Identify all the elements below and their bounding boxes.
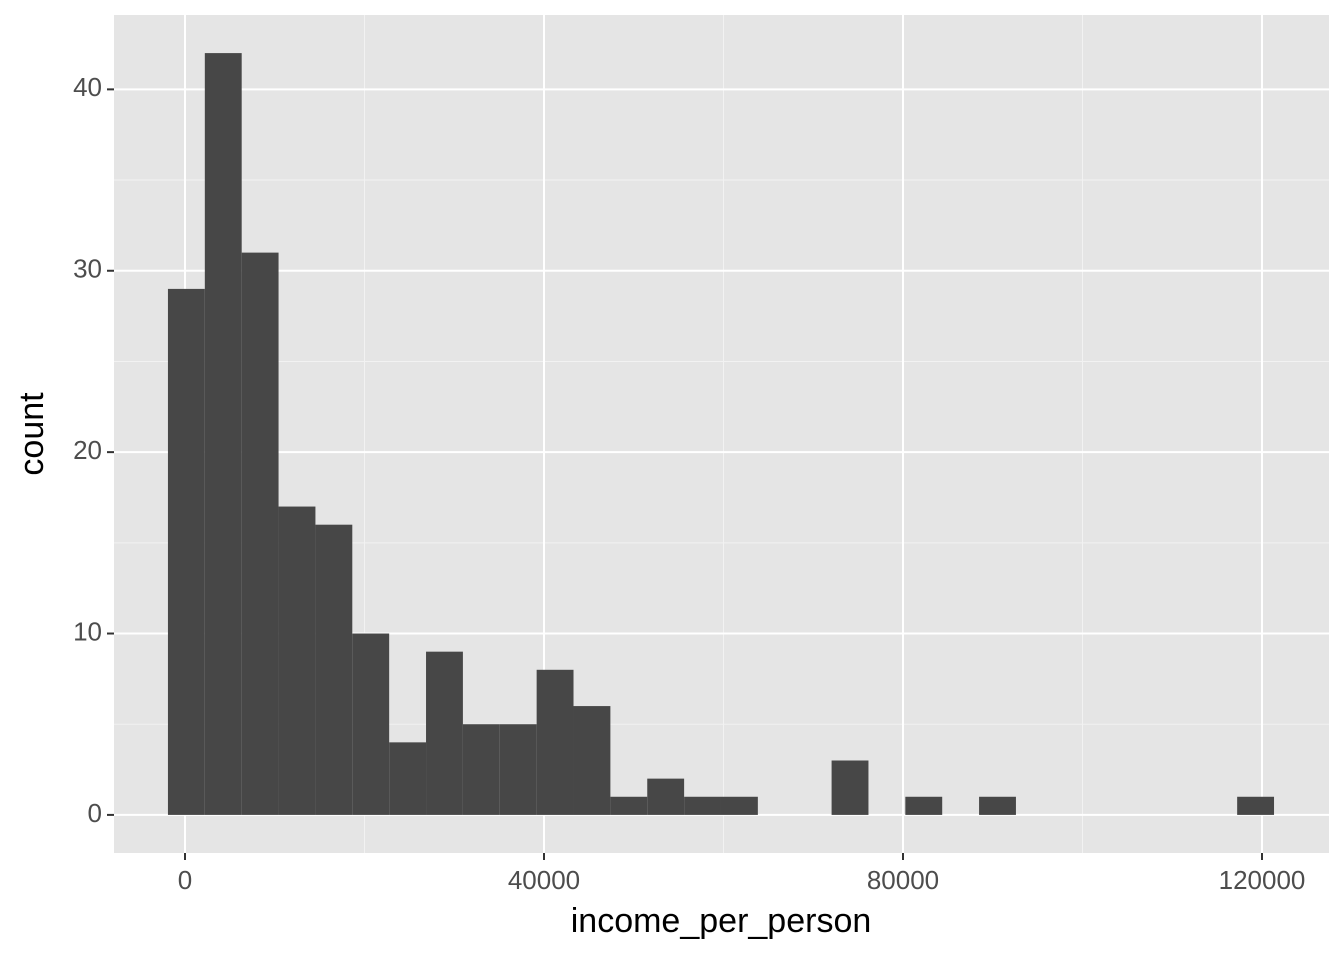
bar [905, 796, 943, 815]
bar [831, 760, 869, 815]
bar [462, 724, 500, 815]
y-tick-label: 40 [73, 72, 102, 102]
bar [647, 778, 685, 815]
x-tick-label: 80000 [867, 865, 939, 895]
bar [536, 669, 574, 815]
bar [204, 53, 242, 815]
bar [499, 724, 537, 815]
bar [241, 252, 279, 815]
x-tick-label: 40000 [508, 865, 580, 895]
bar [278, 506, 316, 815]
bar [315, 524, 353, 815]
y-tick-label: 0 [88, 798, 102, 828]
y-axis-title: count [13, 392, 51, 476]
y-tick-label: 30 [73, 254, 102, 284]
bar [426, 651, 463, 815]
y-tick-label: 10 [73, 616, 102, 646]
bar [684, 796, 721, 815]
y-tick-label: 20 [73, 435, 102, 465]
bar [979, 796, 1016, 815]
bar [389, 742, 427, 815]
bar [573, 706, 611, 815]
x-tick-label: 120000 [1219, 865, 1306, 895]
bar [167, 288, 205, 815]
bar [720, 796, 758, 815]
x-axis-title: income_per_person [571, 902, 872, 940]
x-tick-label: 0 [178, 865, 192, 895]
bar [352, 633, 390, 815]
bar [1237, 796, 1275, 815]
bar [610, 796, 648, 815]
